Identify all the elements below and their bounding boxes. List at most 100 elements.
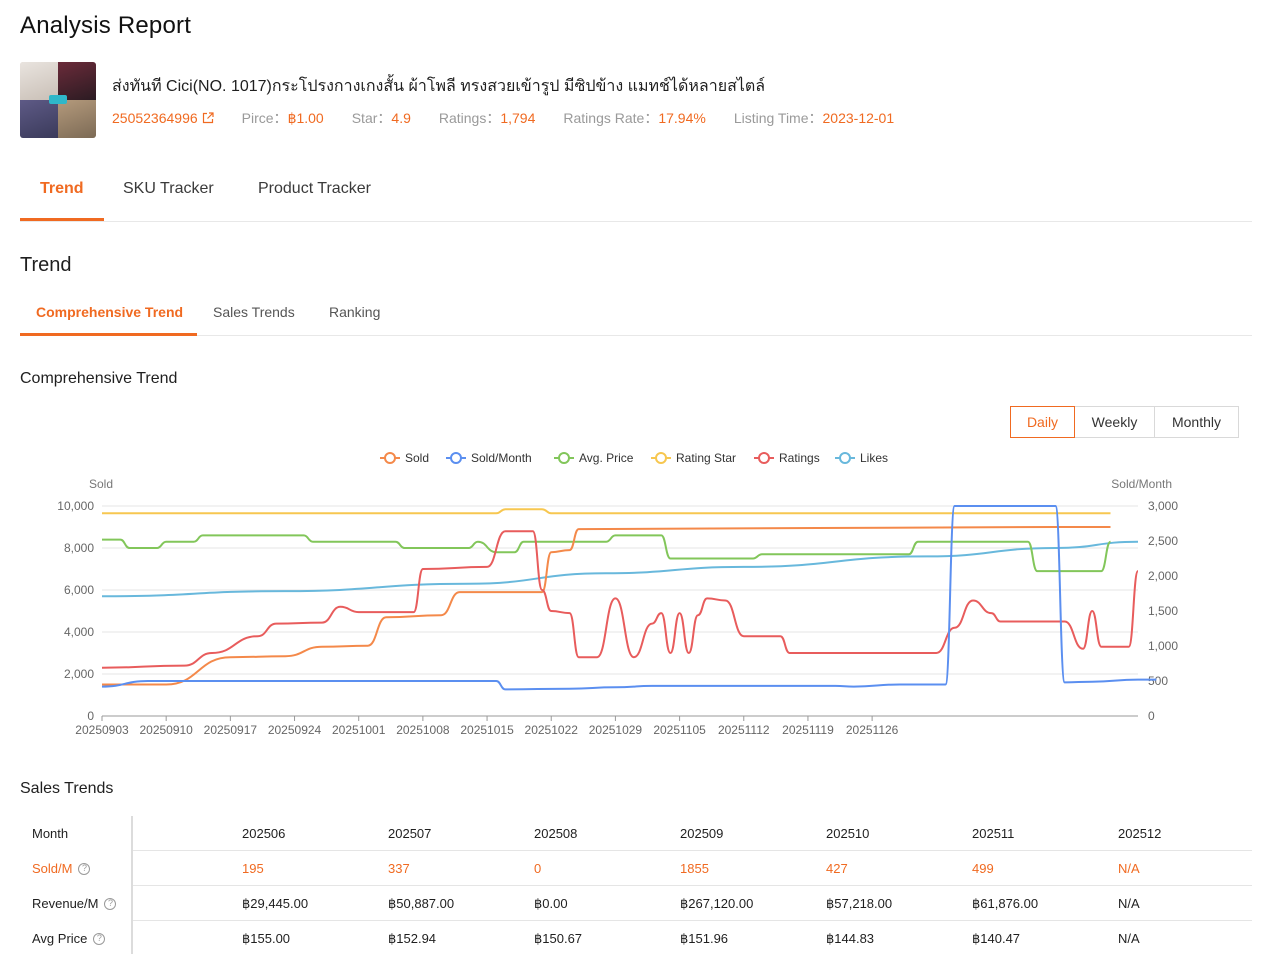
- legend-label: Ratings: [779, 451, 820, 465]
- month-header-cell: 202510: [826, 826, 870, 841]
- table-cell: 195: [242, 861, 264, 876]
- y-left-tick-label: 10,000: [57, 499, 94, 513]
- x-tick-label: 20250924: [268, 723, 322, 737]
- table-cell: ฿57,218.00: [826, 896, 893, 911]
- month-header-cell: 202509: [680, 826, 724, 841]
- table-cell: ฿0.00: [534, 896, 568, 911]
- tab-ranking[interactable]: Ranking: [329, 304, 381, 320]
- table-cell: N/A: [1118, 861, 1140, 876]
- legend-marker: [758, 452, 770, 464]
- x-tick-label: 20251008: [396, 723, 450, 737]
- table-row: ฿22.00฿29,445.00฿50,887.00฿0.00฿267,120.…: [20, 886, 1252, 921]
- table-header-row: 2025052025062025072025082025092025102025…: [20, 816, 1252, 851]
- table-cell: ฿155.00: [242, 931, 291, 946]
- y-right-tick-label: 1,000: [1148, 639, 1178, 653]
- external-link-icon: [202, 112, 214, 124]
- y-right-tick-label: 500: [1148, 674, 1168, 688]
- table-cell: ฿29,445.00: [242, 896, 309, 911]
- main-tabs: Trend SKU Tracker Product Tracker: [20, 166, 1252, 222]
- month-header: Month: [32, 826, 69, 841]
- avg-price-label: Avg Price?: [32, 931, 106, 946]
- active-tab-indicator: [20, 218, 104, 221]
- table-row: 195 337 0 1855 427 499 N/A: [20, 851, 1252, 886]
- legend-marker: [558, 452, 570, 464]
- legend-label: Avg. Price: [579, 451, 634, 465]
- trend-section-title: Trend: [20, 254, 72, 276]
- product-id-link[interactable]: 25052364996: [112, 110, 214, 126]
- table-cell: 1855: [680, 861, 709, 876]
- table-cell: ฿61,876.00: [972, 896, 1039, 911]
- y-left-tick-label: 8,000: [64, 541, 94, 555]
- x-tick-label: 20251126: [846, 723, 899, 737]
- daily-button[interactable]: Daily: [1010, 406, 1075, 438]
- chart-title: Comprehensive Trend: [20, 370, 178, 387]
- month-header-cell: 202506: [242, 826, 286, 841]
- tab-comprehensive-trend[interactable]: Comprehensive Trend: [36, 304, 184, 320]
- series-line-likes: [101, 540, 1139, 598]
- ratings-meta: Ratings：1,794: [438, 110, 536, 126]
- y-left-tick-label: 0: [87, 709, 94, 723]
- table-cell: ฿50,887.00: [388, 896, 455, 911]
- legend-marker: [839, 452, 851, 464]
- y-right-tick-label: 1,500: [1148, 604, 1178, 618]
- month-header-cell: 202511: [972, 826, 1015, 841]
- table-cell: 499: [972, 861, 994, 876]
- monthly-button[interactable]: Monthly: [1154, 406, 1239, 438]
- table-cell: ฿140.47: [972, 931, 1021, 946]
- table-fixed-column: Month Sold/M? Revenue/M? Avg Price?: [20, 816, 133, 954]
- revenue-month-label: Revenue/M?: [32, 896, 117, 911]
- tab-sku-tracker[interactable]: SKU Tracker: [123, 180, 214, 197]
- table-cell: N/A: [1118, 896, 1140, 911]
- x-tick-label: 20251029: [589, 723, 643, 737]
- y-right-axis-label: Sold/Month: [1111, 477, 1172, 491]
- table-cell: 427: [826, 861, 848, 876]
- active-sub-tab-indicator: [20, 333, 197, 336]
- table-cell: ฿151.96: [680, 931, 729, 946]
- x-tick-label: 20250917: [204, 723, 258, 737]
- table-cell: ฿152.94: [388, 931, 437, 946]
- help-icon[interactable]: ?: [93, 932, 106, 945]
- legend-label: Rating Star: [676, 451, 736, 465]
- x-tick-label: 20251105: [653, 723, 706, 737]
- tab-sales-trends[interactable]: Sales Trends: [213, 304, 295, 320]
- table-cell: 0: [534, 861, 542, 876]
- y-right-tick-label: 2,000: [1148, 569, 1178, 583]
- listing-time-meta: Listing Time：2023-12-01: [733, 110, 895, 126]
- product-name: ส่งทันที Cici(NO. 1017)กระโปรงกางเกงสั้น…: [112, 78, 766, 95]
- comprehensive-trend-chart: 10,000 8,000 6,000 4,000 2,000 0 3,000 2,500 2,0…: [0, 440, 1271, 750]
- product-thumbnail[interactable]: [20, 62, 96, 138]
- product-summary: ส่งทันที Cici(NO. 1017)กระโปรงกางเกงสั้น…: [20, 62, 1250, 138]
- x-tick-label: 20251001: [332, 723, 386, 737]
- y-left-tick-label: 6,000: [64, 583, 94, 597]
- series-line-sold: [102, 526, 1111, 686]
- x-tick-label: 20251015: [460, 723, 514, 737]
- y-right-tick-label: 0: [1148, 709, 1155, 723]
- x-tick-label: 20251119: [782, 723, 834, 737]
- y-right-tick-label: 2,500: [1148, 534, 1178, 548]
- star-meta: Star：4.9: [351, 110, 411, 126]
- series-line-avg-price: [102, 534, 1112, 573]
- y-left-axis-label: Sold: [89, 477, 113, 491]
- y-left-tick-label: 4,000: [64, 625, 94, 639]
- series-line-rating-star: [102, 508, 1111, 515]
- sales-trends-table: 2025052025062025072025082025092025102025…: [20, 816, 1252, 954]
- weekly-button[interactable]: Weekly: [1074, 406, 1155, 438]
- tab-trend[interactable]: Trend: [40, 180, 84, 197]
- tab-product-tracker[interactable]: Product Tracker: [258, 180, 371, 197]
- table-row: ฿68฿155.00฿152.94฿150.67฿151.96฿144.83฿1…: [20, 921, 1252, 954]
- month-header-cell: 202508: [534, 826, 578, 841]
- month-header-cell: 202512: [1118, 826, 1162, 841]
- period-toggle: Daily Weekly Monthly: [1010, 406, 1239, 438]
- trend-sub-tabs: Comprehensive Trend Sales Trends Ranking: [20, 290, 1252, 336]
- legend-label: Sold/Month: [471, 451, 532, 465]
- table-cell: N/A: [1118, 931, 1140, 946]
- product-meta: 25052364996 Pirce：฿1.00 Star：4.9 Ratings…: [112, 108, 894, 128]
- table-cell: 337: [388, 861, 410, 876]
- help-icon[interactable]: ?: [78, 862, 91, 875]
- product-id: 25052364996: [112, 110, 198, 126]
- legend-marker: [450, 452, 462, 464]
- series-line-ratings: [101, 530, 1139, 669]
- legend-label: Likes: [860, 451, 888, 465]
- help-icon[interactable]: ?: [104, 897, 117, 910]
- series-line-sold-month: [101, 505, 1157, 691]
